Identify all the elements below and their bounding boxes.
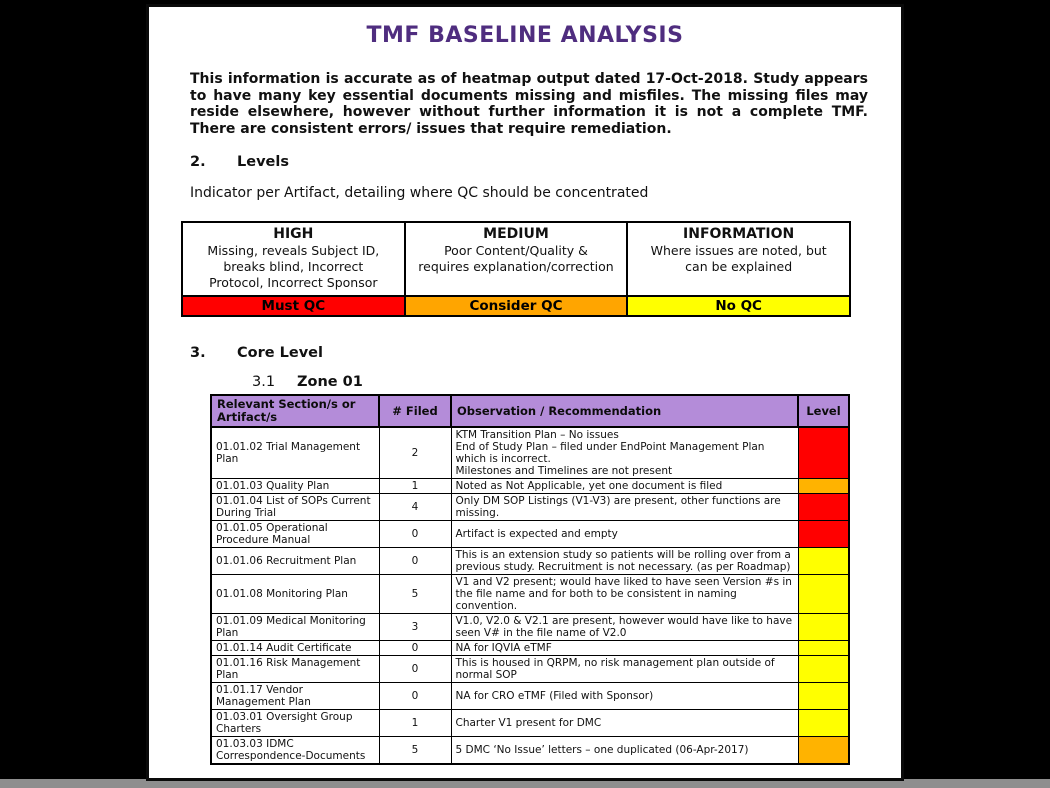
table-row: 01.01.03 Quality Plan 1 Noted as Not App… [210, 478, 850, 494]
observation-cell: This is an extension study so patients w… [450, 547, 799, 575]
observation-cell: KTM Transition Plan – No issues End of S… [450, 426, 799, 479]
artifact-cell: 01.03.03 IDMC Correspondence-Documents [210, 736, 380, 765]
observation-cell: Artifact is expected and empty [450, 520, 799, 548]
level-indicator-cell [797, 736, 850, 765]
filed-cell: 0 [378, 520, 452, 548]
section-heading-core-level: 3. Core Level [190, 345, 901, 361]
qc-level-cell-medium: MEDIUM Poor Content/Quality & requires e… [403, 221, 629, 297]
filed-cell: 1 [378, 709, 452, 737]
table-row: 01.01.02 Trial Management Plan 2 KTM Tra… [210, 426, 850, 479]
filed-cell: 3 [378, 613, 452, 641]
observation-cell: NA for CRO eTMF (Filed with Sponsor) [450, 682, 799, 710]
qc-action-must: Must QC [181, 295, 406, 317]
level-indicator-cell [797, 709, 850, 737]
artifact-cell: 01.01.09 Medical Monitoring Plan [210, 613, 380, 641]
artifact-cell: 01.01.16 Risk Management Plan [210, 655, 380, 683]
qc-level-description: Poor Content/Quality & requires explanat… [418, 243, 614, 274]
filed-cell: 2 [378, 426, 452, 479]
artifact-cell: 01.01.03 Quality Plan [210, 478, 380, 494]
table-row: 01.01.05 Operational Procedure Manual 0 … [210, 520, 850, 548]
observation-cell: Charter V1 present for DMC [450, 709, 799, 737]
levels-subtitle: Indicator per Artifact, detailing where … [190, 185, 649, 201]
level-indicator-cell [797, 574, 850, 614]
intro-paragraph: This information is accurate as of heatm… [190, 71, 868, 137]
filed-cell: 1 [378, 478, 452, 494]
qc-levels-header-row: HIGH Missing, reveals Subject ID, breaks… [181, 221, 851, 297]
subsection-number: 3.1 [252, 374, 276, 390]
level-indicator-cell [797, 547, 850, 575]
level-indicator-cell [797, 493, 850, 521]
level-indicator-cell [797, 613, 850, 641]
artifact-cell: 01.03.01 Oversight Group Charters [210, 709, 380, 737]
artifact-cell: 01.01.14 Audit Certificate [210, 640, 380, 656]
qc-level-description: Missing, reveals Subject ID, breaks blin… [207, 243, 380, 290]
qc-action-row: Must QC Consider QC No QC [181, 295, 851, 317]
filed-cell: 5 [378, 574, 452, 614]
filed-cell: 0 [378, 640, 452, 656]
observation-cell: 5 DMC ‘No Issue’ letters – one duplicate… [450, 736, 799, 765]
observation-cell: V1.0, V2.0 & V2.1 are present, however w… [450, 613, 799, 641]
qc-action-consider: Consider QC [403, 295, 629, 317]
observation-cell: Only DM SOP Listings (V1-V3) are present… [450, 493, 799, 521]
filed-cell: 0 [378, 547, 452, 575]
table-row: 01.01.06 Recruitment Plan 0 This is an e… [210, 547, 850, 575]
table-row: 01.01.17 Vendor Management Plan 0 NA for… [210, 682, 850, 710]
table-row: 01.01.16 Risk Management Plan 0 This is … [210, 655, 850, 683]
level-indicator-cell [797, 640, 850, 656]
qc-level-title: MEDIUM [483, 226, 549, 242]
section-number: 2. [190, 154, 206, 170]
observation-cell: V1 and V2 present; would have liked to h… [450, 574, 799, 614]
artifact-cell: 01.01.06 Recruitment Plan [210, 547, 380, 575]
observation-cell: NA for IQVIA eTMF [450, 640, 799, 656]
filed-cell: 0 [378, 682, 452, 710]
observation-cell: This is housed in QRPM, no risk manageme… [450, 655, 799, 683]
section-label: Core Level [237, 345, 323, 361]
table-row: 01.01.14 Audit Certificate 0 NA for IQVI… [210, 640, 850, 656]
qc-level-title: HIGH [273, 226, 314, 242]
observation-cell: Noted as Not Applicable, yet one documen… [450, 478, 799, 494]
level-indicator-cell [797, 426, 850, 479]
level-indicator-cell [797, 682, 850, 710]
zone-01-table: Relevant Section/s or Artifact/s # Filed… [210, 394, 850, 765]
qc-level-cell-information: INFORMATION Where issues are noted, but … [626, 221, 851, 297]
table-row: 01.03.01 Oversight Group Charters 1 Char… [210, 709, 850, 737]
artifact-cell: 01.01.17 Vendor Management Plan [210, 682, 380, 710]
filed-cell: 0 [378, 655, 452, 683]
table-row: 01.01.04 List of SOPs Current During Tri… [210, 493, 850, 521]
artifact-cell: 01.01.04 List of SOPs Current During Tri… [210, 493, 380, 521]
qc-level-cell-high: HIGH Missing, reveals Subject ID, breaks… [181, 221, 406, 297]
qc-level-description: Where issues are noted, but can be expla… [650, 243, 827, 274]
artifact-cell: 01.01.05 Operational Procedure Manual [210, 520, 380, 548]
table-row: 01.01.09 Medical Monitoring Plan 3 V1.0,… [210, 613, 850, 641]
column-header-observation: Observation / Recommendation [450, 394, 799, 428]
subsection-heading-zone-01: 3.1 Zone 01 [252, 374, 901, 390]
section-heading-levels: 2. Levels [190, 154, 901, 170]
artifact-cell: 01.01.02 Trial Management Plan [210, 426, 380, 479]
column-header-filed: # Filed [378, 394, 452, 428]
desktop-bottom-strip [0, 779, 1050, 788]
qc-level-title: INFORMATION [683, 226, 795, 242]
section-number: 3. [190, 345, 206, 361]
level-indicator-cell [797, 655, 850, 683]
table-row: 01.03.03 IDMC Correspondence-Documents 5… [210, 736, 850, 765]
qc-levels-table: HIGH Missing, reveals Subject ID, breaks… [181, 221, 851, 317]
subsection-label: Zone 01 [297, 374, 363, 390]
section-label: Levels [237, 154, 289, 170]
level-indicator-cell [797, 478, 850, 494]
page-title: TMF BASELINE ANALYSIS [366, 23, 684, 48]
table-row: 01.01.08 Monitoring Plan 5 V1 and V2 pre… [210, 574, 850, 614]
filed-cell: 5 [378, 736, 452, 765]
column-header-level: Level [797, 394, 850, 428]
level-indicator-cell [797, 520, 850, 548]
document-page: TMF BASELINE ANALYSIS This information i… [146, 4, 904, 781]
column-header-artifact: Relevant Section/s or Artifact/s [210, 394, 380, 428]
artifact-cell: 01.01.08 Monitoring Plan [210, 574, 380, 614]
zone-01-header-row: Relevant Section/s or Artifact/s # Filed… [210, 394, 850, 428]
qc-action-no: No QC [626, 295, 851, 317]
filed-cell: 4 [378, 493, 452, 521]
